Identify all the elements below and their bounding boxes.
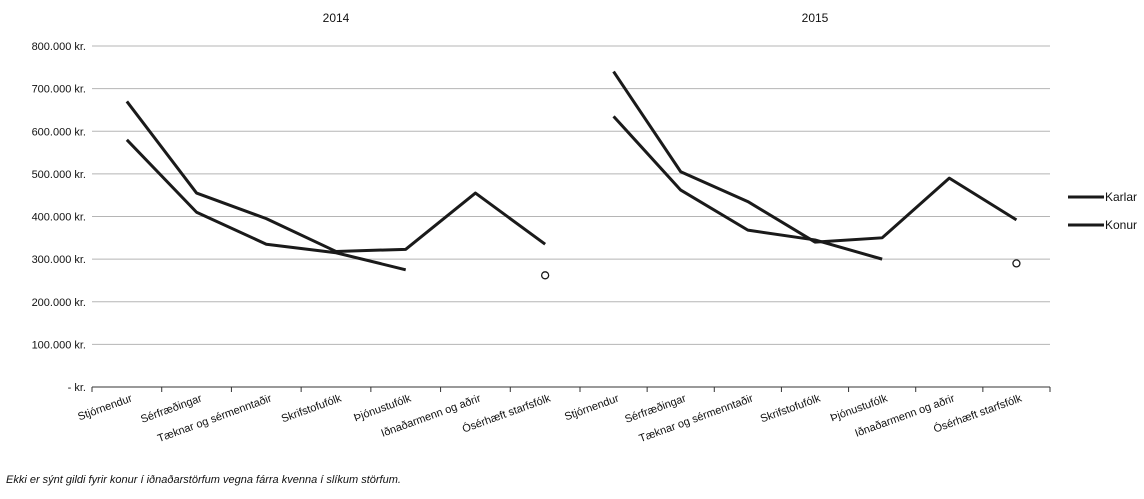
legend-label-konur: Konur	[1105, 218, 1137, 232]
x-category-label: Tæknar og sérmenntaðir	[156, 392, 274, 445]
x-category-label: Skrifstofufólk	[759, 392, 823, 425]
series-point-konur	[1012, 259, 1021, 268]
series-line-konur	[612, 115, 883, 261]
y-tick-label: 100.000 kr.	[32, 339, 86, 351]
y-tick-label: 500.000 kr.	[32, 169, 86, 181]
chart-footnote: Ekki er sýnt gildi fyrir konur í iðnaðar…	[6, 474, 401, 486]
panel-title: 2014	[323, 11, 350, 25]
y-tick-label: - kr.	[68, 382, 86, 394]
series-point-konur	[540, 271, 550, 280]
series-line-konur	[125, 138, 407, 272]
y-tick-label: 700.000 kr.	[32, 84, 86, 96]
y-tick-label: 600.000 kr.	[32, 126, 86, 138]
y-tick-label: 200.000 kr.	[32, 297, 86, 309]
y-tick-label: 400.000 kr.	[32, 212, 86, 224]
legend-label-karlar: Karlar	[1105, 190, 1137, 204]
panel-title: 2015	[802, 11, 829, 25]
x-category-label: Tæknar og sérmenntaðir	[638, 392, 756, 445]
x-category-label: Skrifstofufólk	[280, 392, 344, 425]
series-line-karlar	[612, 70, 1018, 244]
x-category-label: Stjórnendur	[563, 392, 621, 423]
y-tick-label: 800.000 kr.	[32, 41, 86, 53]
series-line-karlar	[125, 100, 547, 253]
x-category-label: Stjórnendur	[76, 392, 134, 423]
line-chart: - kr. 100.000 kr. 200.000 kr. 300.000 kr. 40…	[32, 11, 1137, 445]
y-tick-label: 300.000 kr.	[32, 254, 86, 266]
